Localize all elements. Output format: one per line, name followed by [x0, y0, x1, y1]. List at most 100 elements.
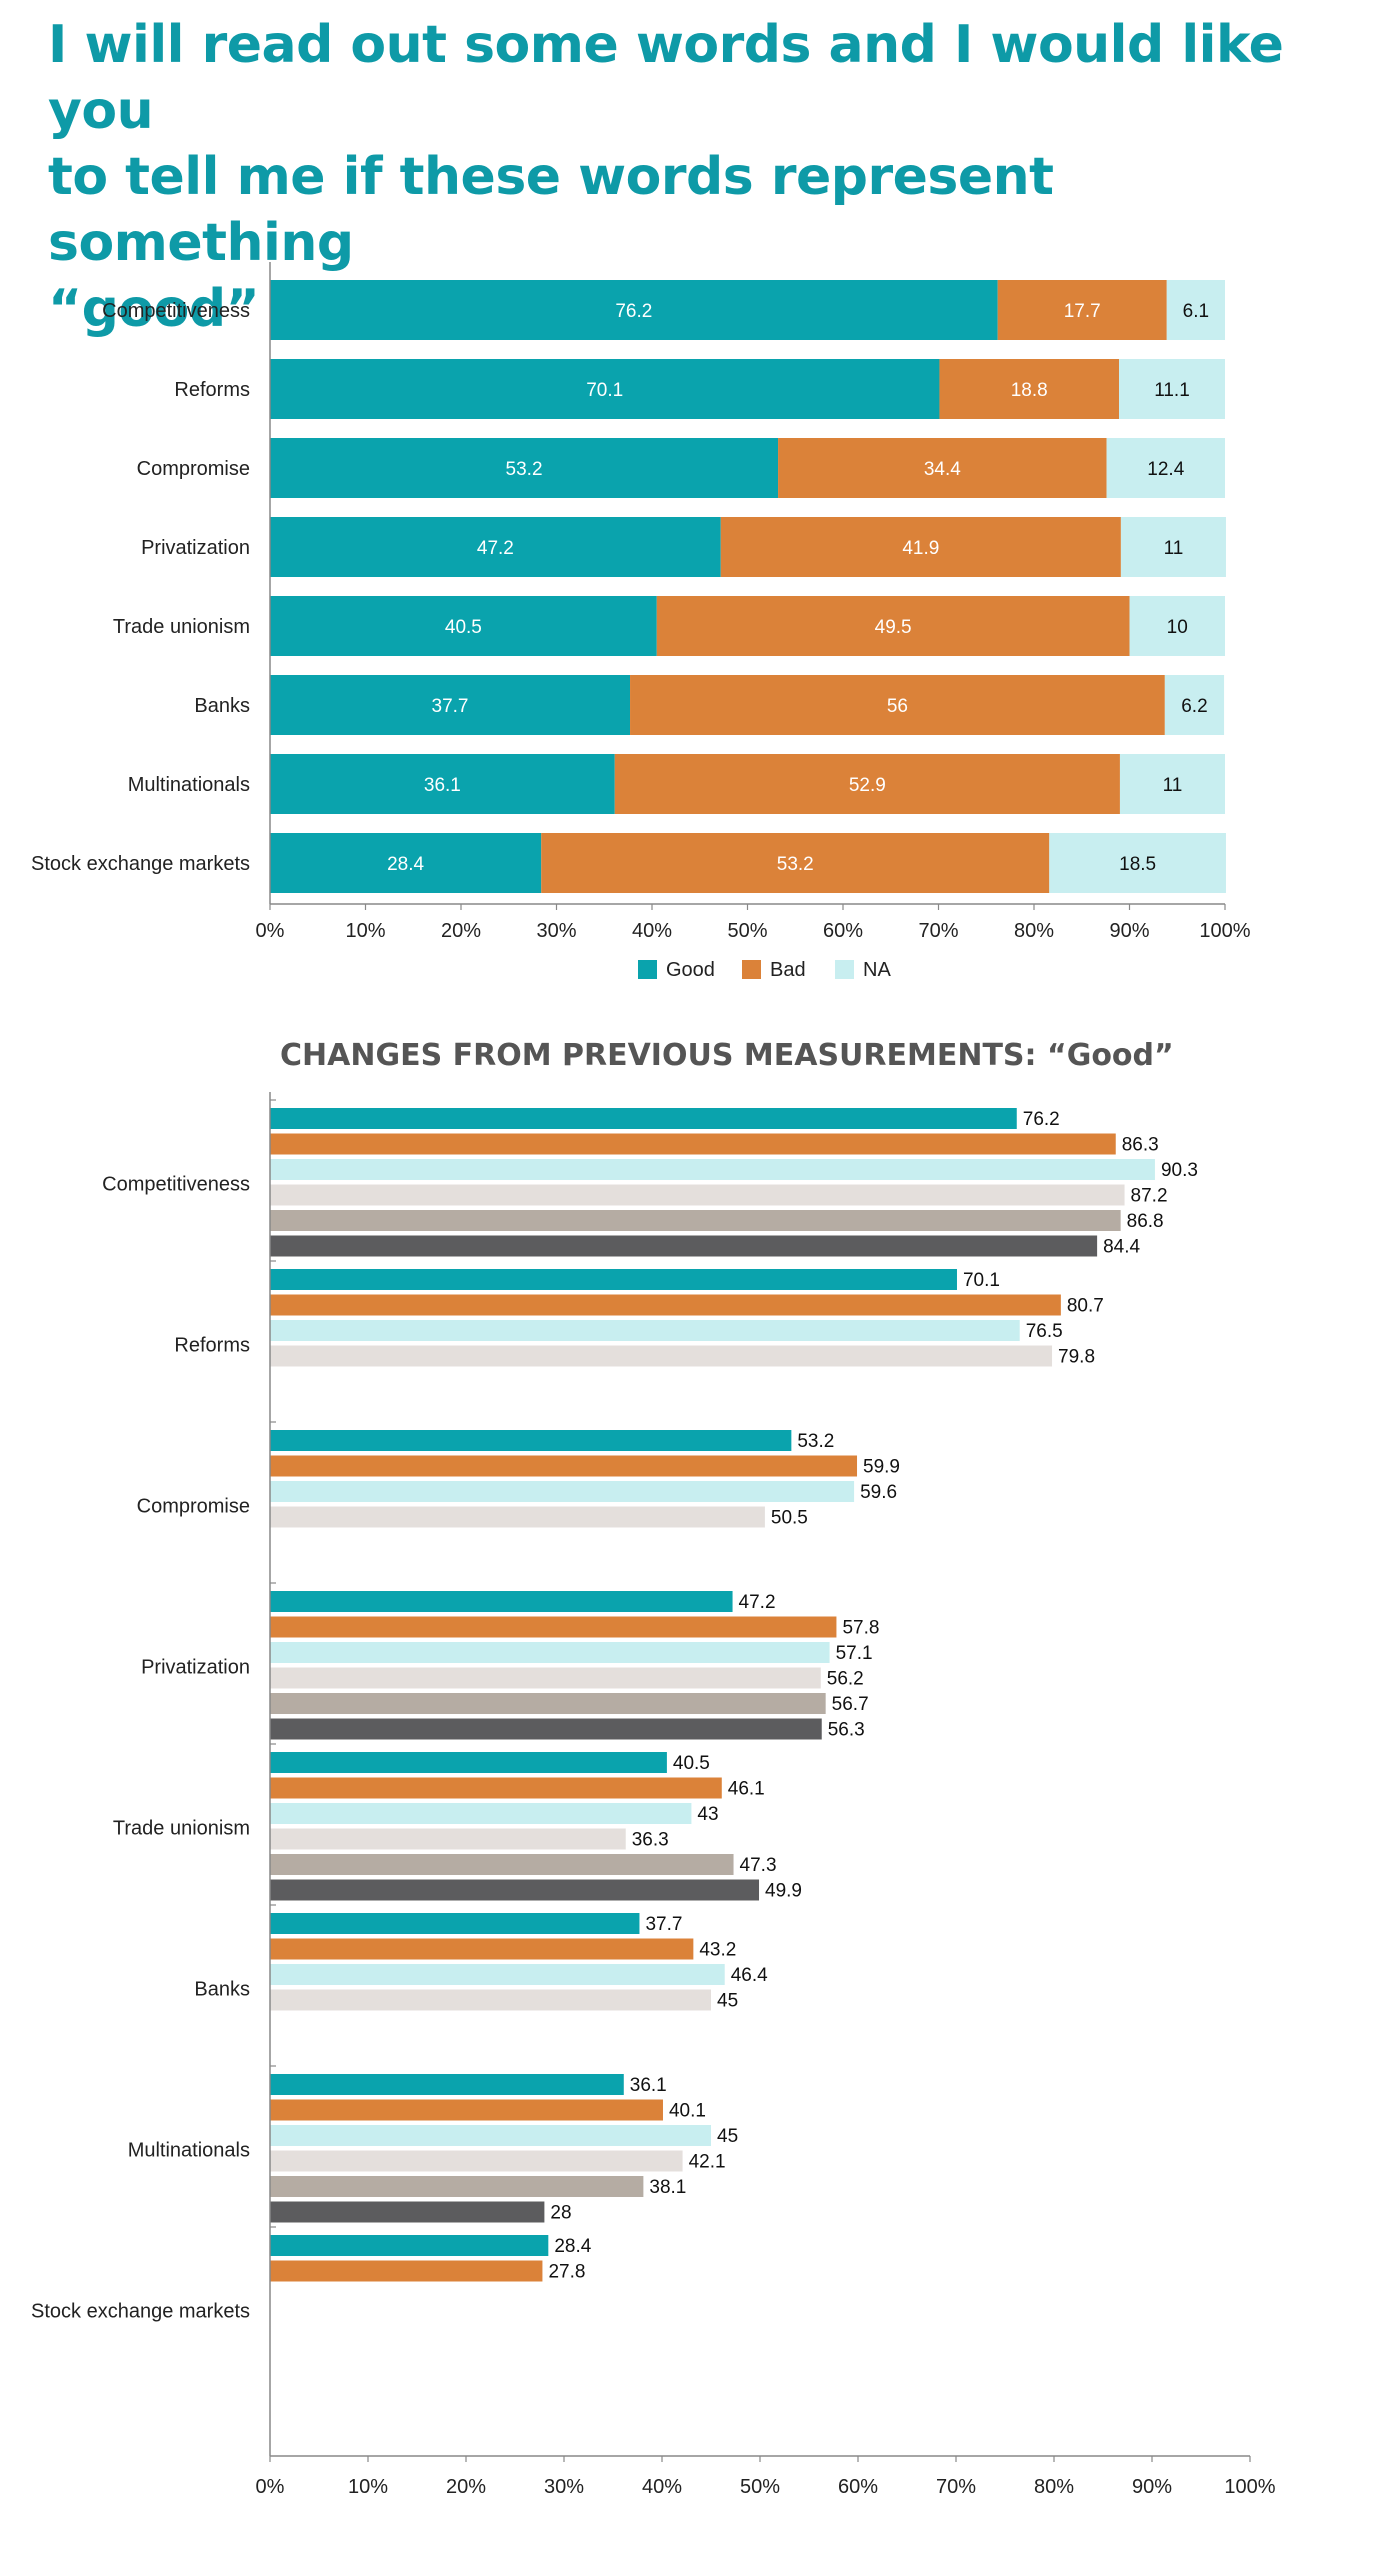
x-tick-label: 20%: [446, 2476, 486, 2498]
bar-december-2019-stock-exchange-markets: [270, 2260, 543, 2282]
data-label-december-2016-trade-unionism: 36.3: [632, 1830, 669, 1851]
bar-bad-privatization: [720, 517, 1121, 577]
category-label-privatization: Privatization: [141, 1657, 250, 1679]
x-tick-label: 90%: [1109, 920, 1149, 942]
x-tick-label: 0%: [256, 920, 285, 942]
category-label-privatization: Privatization: [141, 537, 250, 559]
bar-good-banks: [270, 675, 631, 735]
bar-december-2019-multinationals: [270, 2099, 663, 2121]
category-label-compromise: Compromise: [137, 1496, 250, 1518]
bar-april-2015-privatization: [270, 1718, 822, 1740]
data-label-november-2016-privatization: 56.7: [832, 1694, 869, 1715]
data-label-december-2019-banks: 43.2: [699, 1940, 736, 1961]
data-label-bad-reforms: 18.8: [1011, 380, 1048, 401]
bar-na-multinationals: [1119, 754, 1225, 814]
bar-december-2019-compromise: [270, 1455, 858, 1477]
data-label-na-reforms: 11.1: [1154, 380, 1190, 401]
data-label-good-competitiveness: 76.2: [615, 301, 652, 322]
bar-good-trade-unionism: [270, 596, 657, 656]
data-label-december-2016-privatization: 56.2: [827, 1669, 864, 1690]
data-label-january-2018-multinationals: 45: [717, 2126, 738, 2147]
category-label-stock-exchange-markets: Stock exchange markets: [31, 2301, 250, 2323]
data-label-april-2015-multinationals: 28: [550, 2203, 571, 2224]
bar-april-2015-trade-unionism: [270, 1879, 760, 1901]
bar-november-2016-trade-unionism: [270, 1854, 734, 1875]
data-label-january-2018-competitiveness: 90.3: [1161, 1160, 1198, 1181]
bar-february-2022-privatization: [270, 1591, 733, 1612]
x-tick-label: 30%: [536, 920, 576, 942]
category-label-competitiveness: Competitiveness: [102, 300, 250, 322]
bar-december-2019-banks: [270, 1938, 694, 1960]
data-label-december-2019-multinationals: 40.1: [669, 2101, 706, 2122]
data-label-good-multinationals: 36.1: [424, 775, 461, 796]
x-tick-label: 80%: [1014, 920, 1054, 942]
data-label-na-banks: 6.2: [1181, 696, 1207, 717]
bar-april-2015-competitiveness: [270, 1235, 1098, 1257]
data-label-good-reforms: 70.1: [586, 380, 623, 401]
bar-january-2018-banks: [270, 1964, 725, 1985]
data-label-january-2018-compromise: 59.6: [860, 1482, 897, 1503]
data-label-good-stock-exchange-markets: 28.4: [387, 854, 424, 875]
bar-bad-trade-unionism: [656, 596, 1130, 656]
bar-bad-stock-exchange-markets: [541, 833, 1050, 893]
x-tick-label: 90%: [1132, 2476, 1172, 2498]
bar-december-2019-reforms: [270, 1294, 1061, 1316]
category-label-reforms: Reforms: [174, 379, 250, 401]
data-label-april-2015-competitiveness: 84.4: [1103, 1237, 1140, 1258]
legend-label-bad: Bad: [770, 959, 806, 981]
data-label-december-2016-competitiveness: 87.2: [1131, 1186, 1168, 1207]
bar-december-2016-compromise: [270, 1506, 765, 1528]
data-label-december-2016-reforms: 79.8: [1058, 1347, 1095, 1368]
data-label-december-2019-competitiveness: 86.3: [1122, 1135, 1159, 1156]
data-label-good-banks: 37.7: [432, 696, 469, 717]
data-label-february-2022-banks: 37.7: [645, 1914, 682, 1935]
data-label-january-2018-reforms: 76.5: [1026, 1321, 1063, 1342]
bar-good-privatization: [270, 517, 721, 577]
data-label-bad-multinationals: 52.9: [849, 775, 886, 796]
data-label-december-2019-privatization: 57.8: [842, 1618, 879, 1639]
data-label-bad-stock-exchange-markets: 53.2: [777, 854, 814, 875]
bar-february-2022-competitiveness: [270, 1108, 1017, 1129]
legend-swatch-bad: [742, 960, 761, 979]
data-label-november-2016-competitiveness: 86.8: [1127, 1211, 1164, 1232]
x-tick-label: 100%: [1224, 2476, 1275, 2498]
x-tick-label: 10%: [345, 920, 385, 942]
x-tick-label: 70%: [936, 2476, 976, 2498]
bar-december-2016-multinationals: [270, 2150, 683, 2172]
bar-february-2022-stock-exchange-markets: [270, 2235, 549, 2256]
bar-january-2018-multinationals: [270, 2125, 711, 2146]
data-label-good-privatization: 47.2: [477, 538, 514, 559]
data-label-bad-compromise: 34.4: [924, 459, 961, 480]
data-label-december-2019-reforms: 80.7: [1067, 1296, 1104, 1317]
x-tick-label: 100%: [1199, 920, 1250, 942]
bar-february-2022-compromise: [270, 1430, 792, 1451]
bar-december-2016-trade-unionism: [270, 1828, 626, 1850]
bar-bad-competitiveness: [997, 280, 1167, 340]
data-label-good-trade-unionism: 40.5: [445, 617, 482, 638]
x-tick-label: 30%: [544, 2476, 584, 2498]
bar-na-stock-exchange-markets: [1049, 833, 1226, 893]
bar-april-2015-multinationals: [270, 2201, 545, 2223]
data-label-na-multinationals: 11: [1163, 775, 1183, 796]
x-tick-label: 40%: [632, 920, 672, 942]
x-tick-label: 50%: [727, 920, 767, 942]
legend-label-na: NA: [863, 959, 891, 981]
data-label-na-compromise: 12.4: [1147, 459, 1184, 480]
data-label-february-2022-stock-exchange-markets: 28.4: [554, 2236, 591, 2257]
stacked-bar-chart: Competitiveness 76.2 17.7 6.1 Reforms 70.1 18.…: [31, 262, 1251, 981]
chart-subtitle: CHANGES FROM PREVIOUS MEASUREMENTS: “Goo…: [280, 1038, 1174, 1073]
bar-bad-banks: [630, 675, 1165, 735]
x-tick-label: 70%: [918, 920, 958, 942]
data-label-bad-privatization: 41.9: [902, 538, 939, 559]
data-label-february-2022-trade-unionism: 40.5: [673, 1753, 710, 1774]
bar-february-2022-reforms: [270, 1269, 957, 1290]
data-label-april-2015-trade-unionism: 49.9: [765, 1881, 802, 1902]
bar-january-2018-reforms: [270, 1320, 1020, 1341]
bar-na-compromise: [1106, 438, 1225, 498]
category-label-competitiveness: Competitiveness: [102, 1174, 250, 1196]
category-label-multinationals: Multinationals: [128, 2140, 250, 2162]
bar-bad-multinationals: [614, 754, 1120, 814]
bar-november-2016-multinationals: [270, 2176, 644, 2197]
data-label-bad-banks: 56: [887, 696, 908, 717]
category-label-reforms: Reforms: [174, 1335, 250, 1357]
